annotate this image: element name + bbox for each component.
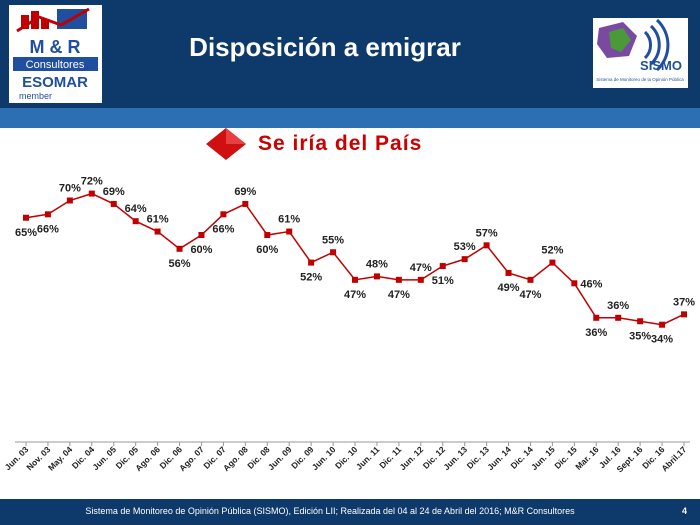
data-point (615, 314, 622, 321)
x-tick-label: Ago. 08 (221, 444, 250, 473)
data-label: 64% (125, 203, 147, 215)
footer-bar (0, 499, 700, 525)
x-tick-label: Ago. 06 (133, 444, 162, 473)
x-tick-label: Jun. 05 (90, 444, 118, 472)
data-label: 66% (37, 223, 59, 235)
data-point (571, 280, 578, 287)
data-label: 72% (81, 176, 103, 188)
data-label: 52% (541, 245, 563, 257)
header-stripe (0, 108, 700, 128)
data-label: 60% (190, 244, 212, 256)
x-tick-label: Jun. 14 (485, 444, 513, 472)
logo-esomar-text: ESOMAR (22, 74, 88, 91)
x-tick-label: Jun. 11 (354, 444, 382, 472)
data-label: 46% (580, 278, 602, 290)
chart-title: Se iría del País (258, 132, 423, 155)
data-point (483, 242, 490, 249)
page-title: Disposición a emigrar (189, 32, 461, 62)
data-label: 48% (366, 258, 388, 270)
sismo-logo: SISMO Sistema de Monitoreo de la Opinión… (593, 18, 688, 88)
data-label: 52% (300, 272, 322, 284)
x-tick-label: Jun. 10 (310, 444, 338, 472)
data-point (88, 190, 95, 197)
x-tick-label: Jun. 09 (266, 444, 294, 472)
x-tick-label: Mar. 16 (573, 444, 601, 472)
data-point (505, 269, 512, 276)
sismo-logo-caption: Sistema de Monitoreo de la Opinión Públi… (596, 77, 684, 82)
data-point (286, 228, 293, 235)
data-label: 57% (476, 227, 498, 239)
data-label: 49% (498, 282, 520, 294)
sismo-logo-text: SISMO (640, 58, 682, 73)
data-point (308, 259, 315, 266)
data-label: 47% (410, 262, 432, 274)
data-point (681, 311, 687, 318)
data-label: 53% (454, 241, 476, 253)
data-point (637, 318, 644, 325)
data-point (176, 245, 183, 252)
data-point (461, 256, 468, 263)
page-number: 4 (682, 506, 688, 516)
data-label: 65% (15, 227, 37, 239)
data-label: 37% (673, 296, 695, 308)
data-point (352, 276, 358, 283)
data-label: 51% (432, 275, 454, 287)
data-point (659, 321, 666, 328)
line-chart: 65% 66%70%72%69%64%61%56%60%66%69%60%61%5… (3, 176, 696, 475)
data-label: 56% (169, 258, 191, 270)
data-point (198, 232, 205, 238)
data-point (439, 263, 446, 270)
x-tick-label: May. 04 (46, 444, 75, 473)
logo-member-text: member (19, 91, 52, 101)
data-label: 47% (344, 289, 366, 301)
logo-mr-text: M & R (30, 37, 81, 57)
data-point (154, 228, 161, 235)
data-label: 60% (256, 244, 278, 256)
data-label: 36% (607, 300, 629, 312)
x-tick-label: Jun. 12 (397, 444, 425, 472)
data-point (395, 276, 402, 283)
data-label: 69% (234, 186, 256, 198)
logo-consultores-text: Consultores (26, 59, 85, 71)
data-point (66, 197, 73, 204)
data-point (44, 211, 51, 218)
data-point (527, 276, 534, 283)
data-label: 35% (629, 330, 651, 342)
diamond-icon (206, 128, 246, 160)
data-point (220, 211, 227, 218)
data-label: 34% (651, 334, 673, 346)
data-label: 55% (322, 234, 344, 246)
x-tick-label: Jun. 15 (529, 444, 557, 472)
data-point (132, 218, 139, 225)
data-label: 61% (147, 214, 169, 226)
data-label: 61% (278, 214, 300, 226)
data-point (242, 200, 249, 207)
data-point (593, 314, 600, 321)
data-point (373, 273, 380, 280)
data-point (330, 249, 337, 256)
data-label: 69% (103, 186, 125, 198)
x-tick-label: Ago. 07 (177, 444, 206, 473)
footer-text: Sistema de Monitoreo de Opinión Pública … (85, 506, 575, 516)
x-tick-label: Abril.17 (659, 444, 688, 473)
data-label: 36% (585, 327, 607, 339)
data-label: 47% (519, 289, 541, 301)
data-label: 47% (388, 289, 410, 301)
data-point (549, 259, 556, 266)
data-point (110, 200, 117, 207)
data-label: 70% (59, 183, 81, 195)
mr-consultores-logo: M & R Consultores ESOMAR member (9, 5, 102, 103)
data-point (23, 214, 29, 221)
x-tick-label: Jun. 13 (441, 444, 469, 472)
data-point (417, 276, 424, 283)
data-point (264, 232, 271, 238)
data-label: 66% (212, 223, 234, 235)
header-bar (0, 0, 700, 108)
